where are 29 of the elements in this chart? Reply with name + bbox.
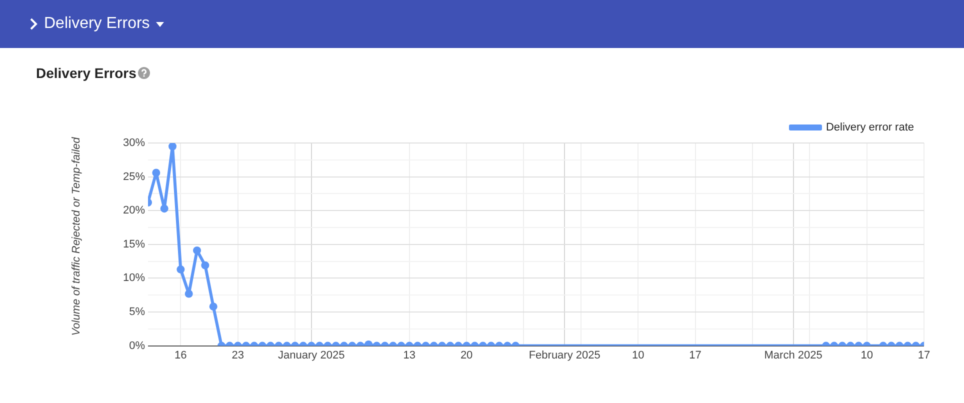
y-tick-label: 0% — [129, 340, 146, 352]
text: Delivery Errors — [44, 15, 150, 33]
x-tick-label: 17 — [918, 349, 930, 362]
x-tick-label: 10 — [632, 349, 644, 362]
point — [176, 265, 185, 274]
y-tick-label: 15% — [122, 238, 146, 250]
x-tick-label: 23 — [232, 349, 244, 362]
y-tick-label: 10% — [122, 272, 146, 284]
x-tick-label: February 2025 — [528, 349, 600, 362]
point — [184, 290, 193, 298]
point — [152, 168, 160, 177]
y-tick-label: 20% — [122, 204, 146, 217]
x-tick-label: 13 — [403, 349, 416, 362]
x-tick-label: 17 — [689, 349, 702, 362]
point — [201, 261, 210, 270]
x-tick-label: March 2025 — [764, 349, 822, 362]
legend-label: Delivery error rate — [826, 122, 914, 134]
x-tick-label: 10 — [860, 349, 873, 362]
y-axis-title: Volume of traffic Rejected or Temp-failed — [70, 136, 84, 336]
y-tick-label: 5% — [129, 306, 146, 318]
x-tick-label: 20 — [460, 349, 473, 362]
y-tick-label: 30% — [122, 137, 146, 150]
x-tick-label: 16 — [174, 349, 187, 362]
point — [193, 246, 202, 254]
y-tick-label: 25% — [122, 170, 146, 183]
point — [168, 143, 177, 150]
x-tick-label: January 2025 — [278, 349, 345, 362]
chart-title: Delivery Errors — [36, 65, 136, 81]
point — [160, 204, 168, 213]
